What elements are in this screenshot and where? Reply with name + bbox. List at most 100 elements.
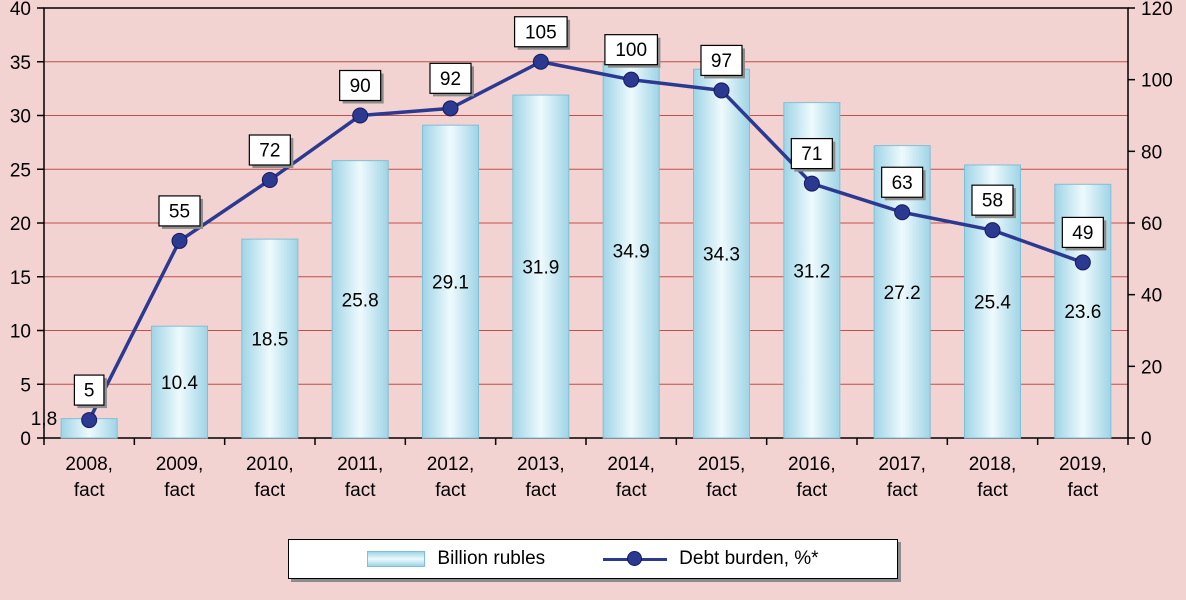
right-axis-tick-label: 100: [1141, 71, 1173, 92]
bar-value-label: 31.2: [793, 261, 830, 282]
line-label-box: [971, 184, 1014, 216]
line-value-label: 97: [711, 51, 732, 72]
x-axis-category-label: fact: [706, 480, 737, 501]
x-axis-category-label: 2018,: [969, 454, 1017, 475]
line-value-label: 71: [801, 144, 822, 165]
right-axis-tick-label: 20: [1141, 357, 1162, 378]
legend-item-line: Debt burden, %*: [603, 548, 819, 570]
bar-series-swatch: [367, 551, 426, 567]
line-label-box: [790, 137, 833, 170]
bar-value-label: 23.6: [1064, 302, 1101, 323]
legend: Billion rubles Debt burden, %*: [0, 539, 1186, 579]
right-axis-tick-label: 60: [1141, 214, 1162, 235]
x-axis-category-label: 2016,: [788, 454, 836, 475]
x-axis-category-label: fact: [74, 480, 105, 501]
right-axis-tick-label: 40: [1141, 286, 1162, 307]
line-value-label: 92: [440, 69, 461, 90]
line-value-label: 63: [892, 173, 913, 194]
line-marker: [532, 53, 549, 70]
x-axis-category-label: fact: [255, 480, 286, 501]
line-marker: [984, 222, 1001, 239]
bar-value-label: 29.1: [432, 273, 469, 294]
x-axis-category-label: fact: [887, 480, 918, 501]
line-symbol-marker-icon: [627, 551, 643, 566]
legend-item-bars: Billion rubles: [367, 548, 545, 570]
line-marker: [171, 232, 188, 249]
x-axis-category-label: 2012,: [427, 454, 475, 475]
line-marker: [352, 107, 369, 124]
left-axis-tick-label: 30: [10, 107, 31, 128]
line-value-label: 72: [259, 141, 280, 162]
line-label-box: [700, 44, 743, 77]
x-axis-category-label: 2008,: [65, 454, 113, 475]
line-value-label: 5: [84, 381, 95, 402]
x-axis-category-label: fact: [977, 480, 1008, 501]
line-value-label: 58: [982, 191, 1003, 212]
x-axis-category-label: fact: [797, 480, 828, 501]
bar-value-label: 18.5: [251, 330, 288, 351]
legend-box: Billion rubles Debt burden, %*: [288, 539, 898, 579]
line-marker: [81, 412, 98, 429]
line-label-box: [1061, 216, 1104, 249]
line-series-symbol: [603, 551, 668, 567]
line-marker: [442, 100, 459, 117]
line-marker: [261, 172, 278, 188]
line-label-box: [248, 134, 291, 166]
left-axis-tick-label: 25: [10, 160, 31, 181]
right-axis-tick-label: 120: [1141, 0, 1173, 20]
left-axis-tick-label: 15: [10, 268, 31, 289]
left-axis-tick-label: 10: [10, 322, 31, 343]
x-axis-category-label: fact: [345, 480, 376, 501]
left-axis-tick-label: 20: [10, 214, 31, 235]
x-axis-category-label: 2010,: [246, 454, 294, 475]
bar: [422, 124, 479, 439]
line-marker: [803, 175, 820, 192]
line-value-label: 49: [1072, 223, 1093, 244]
line-marker: [713, 82, 730, 99]
line-value-label: 100: [615, 40, 647, 61]
bar: [693, 68, 750, 439]
line-marker: [1074, 254, 1091, 271]
line-series: [87, 60, 1084, 421]
bar-value-label: 34.9: [613, 241, 650, 262]
x-axis-category-label: 2017,: [878, 454, 926, 475]
x-axis-category-label: fact: [1068, 480, 1099, 501]
legend-label-bars: Billion rubles: [437, 548, 546, 569]
legend-label-line: Debt burden, %*: [679, 548, 819, 569]
x-axis-category-label: fact: [435, 480, 466, 501]
line-marker: [623, 71, 640, 88]
bar: [151, 325, 208, 439]
x-axis-category-label: 2013,: [517, 454, 565, 475]
right-axis-tick-label: 80: [1141, 142, 1162, 163]
line-marker: [894, 204, 911, 221]
line-label-box: [73, 374, 105, 406]
bar: [602, 62, 660, 439]
x-axis-category-label: fact: [164, 480, 195, 501]
right-axis-tick-label: 0: [1141, 429, 1152, 450]
bar-value-label: 25.8: [342, 290, 379, 311]
bar: [331, 160, 389, 439]
line-value-label: 90: [350, 76, 371, 97]
left-axis-tick-label: 35: [10, 53, 31, 74]
left-axis-tick-label: 0: [20, 429, 31, 450]
line-label-box: [158, 195, 201, 227]
x-axis-category-label: 2011,: [337, 454, 383, 475]
x-axis-category-label: fact: [616, 480, 647, 501]
bar-value-label: 25.4: [974, 292, 1011, 313]
bar-value-label: 34.3: [703, 245, 740, 266]
line-label-box: [429, 62, 472, 94]
bar-value-label: 27.2: [884, 283, 921, 304]
bar-value-label: 10.4: [161, 373, 198, 394]
line-value-label: 105: [525, 22, 557, 43]
line-label-box: [513, 16, 568, 48]
x-axis-category-label: 2015,: [698, 454, 746, 475]
line-label-box: [339, 69, 382, 102]
x-axis-category-label: 2014,: [607, 454, 655, 475]
bar: [512, 94, 570, 439]
line-label-box: [881, 166, 924, 198]
line-value-label: 55: [169, 201, 190, 222]
left-axis-tick-label: 40: [10, 0, 31, 20]
left-axis-tick-label: 5: [20, 375, 31, 396]
